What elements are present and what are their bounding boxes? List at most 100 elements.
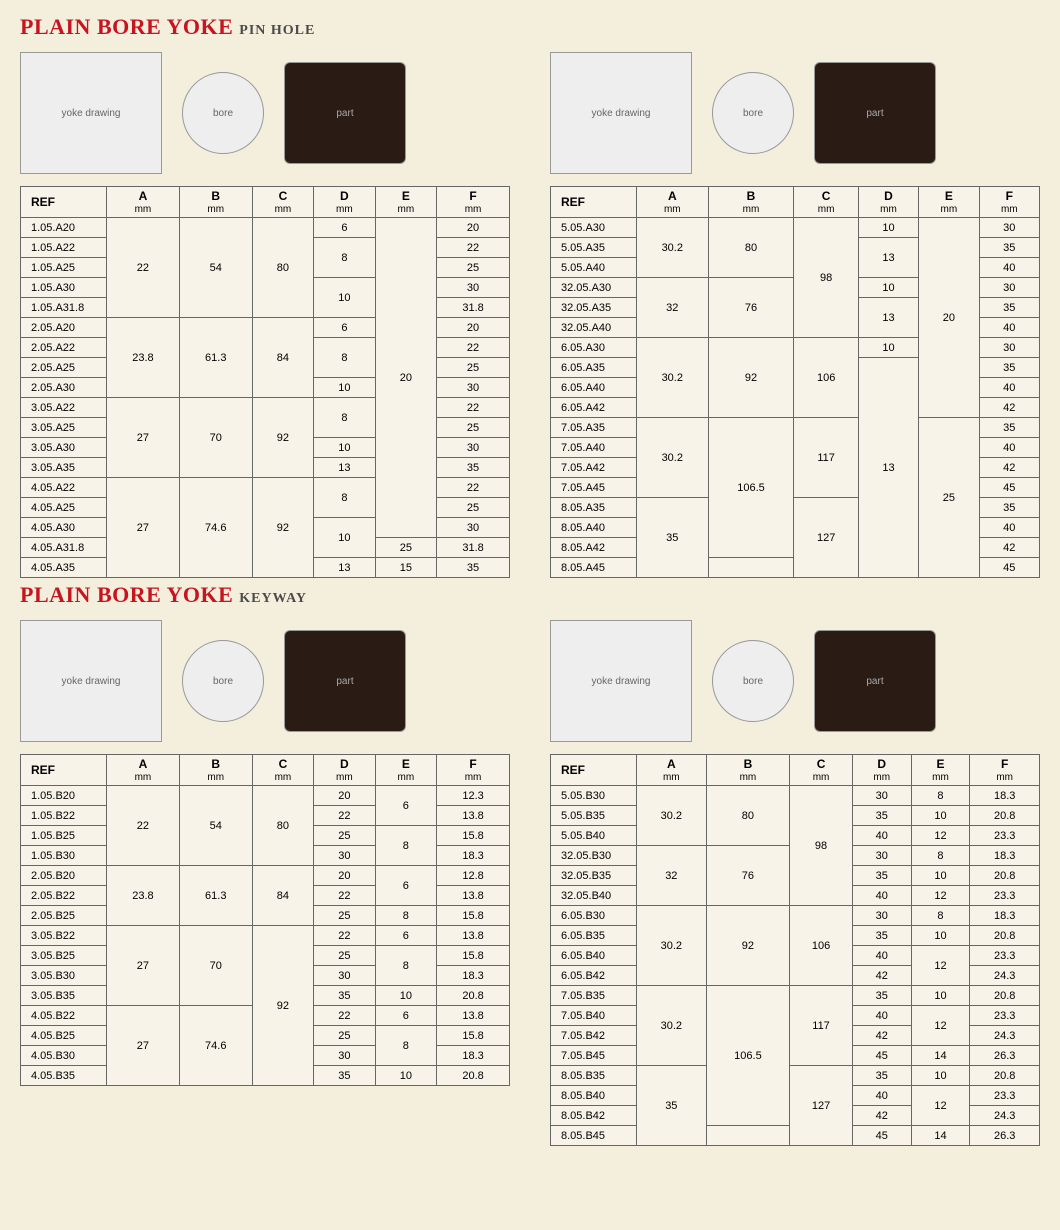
bore-drawing-icon: bore	[712, 72, 794, 154]
data-cell: 24.3	[970, 966, 1040, 986]
data-cell: 10	[911, 866, 970, 886]
ref-cell: 8.05.A45	[551, 558, 637, 578]
data-cell: 98	[790, 786, 853, 906]
section-pinhole: yoke drawing bore part REFAmmBmmCmmDmmEm…	[20, 42, 1040, 578]
data-cell: 23.3	[970, 826, 1040, 846]
pinhole-right-diagrams: yoke drawing bore part	[550, 48, 1040, 178]
col-e: Emm	[375, 187, 436, 218]
data-cell: 8	[314, 338, 375, 378]
data-cell: 42	[852, 1106, 911, 1126]
data-cell: 40	[979, 518, 1039, 538]
col-a: Amm	[637, 755, 707, 786]
data-cell: 30	[979, 338, 1039, 358]
data-cell: 8	[375, 906, 436, 926]
ref-cell: 32.05.A40	[551, 318, 637, 338]
data-cell: 40	[979, 258, 1039, 278]
data-cell: 30	[314, 966, 375, 986]
data-cell: 12	[911, 826, 970, 846]
data-cell: 30	[437, 278, 510, 298]
col-d: Dmm	[852, 755, 911, 786]
data-cell: 30	[437, 518, 510, 538]
data-cell: 6	[314, 218, 375, 238]
data-cell: 84	[252, 318, 313, 398]
data-cell: 42	[852, 966, 911, 986]
data-cell: 25	[375, 538, 436, 558]
data-cell: 10	[911, 926, 970, 946]
data-cell: 106	[794, 338, 858, 418]
data-cell: 23.3	[970, 886, 1040, 906]
ref-cell: 2.05.A22	[21, 338, 107, 358]
data-cell: 12	[911, 1006, 970, 1046]
table-pinhole-right: REFAmmBmmCmmDmmEmmFmm5.05.A3030.28098102…	[550, 186, 1040, 578]
data-cell: 22	[437, 398, 510, 418]
data-cell: 13.8	[437, 1006, 510, 1026]
col-c: Cmm	[794, 187, 858, 218]
ref-cell: 4.05.B22	[21, 1006, 107, 1026]
ref-cell: 2.05.A20	[21, 318, 107, 338]
data-cell: 35	[437, 558, 510, 578]
data-cell: 8	[314, 398, 375, 438]
data-cell: 6	[375, 926, 436, 946]
data-cell: 22	[314, 926, 375, 946]
ref-cell: 8.05.B45	[551, 1126, 637, 1146]
keyway-left-diagrams: yoke drawing bore part	[20, 616, 510, 746]
ref-cell: 32.05.B40	[551, 886, 637, 906]
data-cell: 20	[314, 866, 375, 886]
data-cell: 20.8	[970, 806, 1040, 826]
data-cell: 106.5	[706, 986, 790, 1126]
data-cell: 117	[794, 418, 858, 498]
data-cell: 54	[179, 218, 252, 318]
data-cell: 54	[179, 786, 252, 866]
data-cell: 40	[979, 438, 1039, 458]
ref-cell: 2.05.B22	[21, 886, 107, 906]
data-cell: 24.3	[970, 1026, 1040, 1046]
col-ref: REF	[21, 755, 107, 786]
data-cell: 32	[637, 846, 707, 906]
ref-cell: 4.05.A35	[21, 558, 107, 578]
col-ref: REF	[21, 187, 107, 218]
ref-cell: 5.05.B40	[551, 826, 637, 846]
ref-cell: 4.05.B30	[21, 1046, 107, 1066]
data-cell: 35	[437, 458, 510, 478]
data-cell: 80	[252, 786, 313, 866]
section-title-pinhole: PLAIN BORE YOKE PIN HOLE	[20, 14, 1040, 40]
data-cell: 61.3	[179, 318, 252, 398]
ref-cell: 3.05.A35	[21, 458, 107, 478]
part-photo-icon: part	[284, 630, 406, 732]
data-cell: 25	[437, 418, 510, 438]
data-cell: 42	[979, 398, 1039, 418]
data-cell: 12.8	[437, 866, 510, 886]
data-cell: 127	[790, 1066, 853, 1146]
ref-cell: 4.05.A25	[21, 498, 107, 518]
data-cell: 20	[375, 218, 436, 538]
col-f: Fmm	[437, 755, 510, 786]
data-cell: 40	[979, 318, 1039, 338]
data-cell: 13	[314, 458, 375, 478]
ref-cell: 8.05.B42	[551, 1106, 637, 1126]
ref-cell: 1.05.B30	[21, 846, 107, 866]
pinhole-left-diagrams: yoke drawing bore part	[20, 48, 510, 178]
data-cell: 10	[375, 986, 436, 1006]
data-cell: 40	[852, 946, 911, 966]
data-cell: 26.3	[970, 1046, 1040, 1066]
data-cell: 20.8	[970, 866, 1040, 886]
data-cell: 30	[437, 438, 510, 458]
data-cell: 6	[375, 786, 436, 826]
ref-cell: 8.05.B35	[551, 1066, 637, 1086]
data-cell: 6	[375, 866, 436, 906]
ref-cell: 6.05.B40	[551, 946, 637, 966]
col-ref: REF	[551, 187, 637, 218]
title-sub: KEYWAY	[239, 591, 307, 606]
data-cell: 22	[314, 1006, 375, 1026]
data-cell: 8	[375, 1026, 436, 1066]
data-cell: 25	[437, 258, 510, 278]
col-b: Bmm	[179, 187, 252, 218]
data-cell: 74.6	[179, 1006, 252, 1086]
data-cell: 98	[794, 218, 858, 338]
data-cell: 61.3	[179, 866, 252, 926]
col-d: Dmm	[314, 187, 375, 218]
data-cell: 76	[706, 846, 790, 906]
data-cell: 35	[637, 498, 709, 578]
data-cell: 10	[375, 1066, 436, 1086]
col-b: Bmm	[179, 755, 252, 786]
